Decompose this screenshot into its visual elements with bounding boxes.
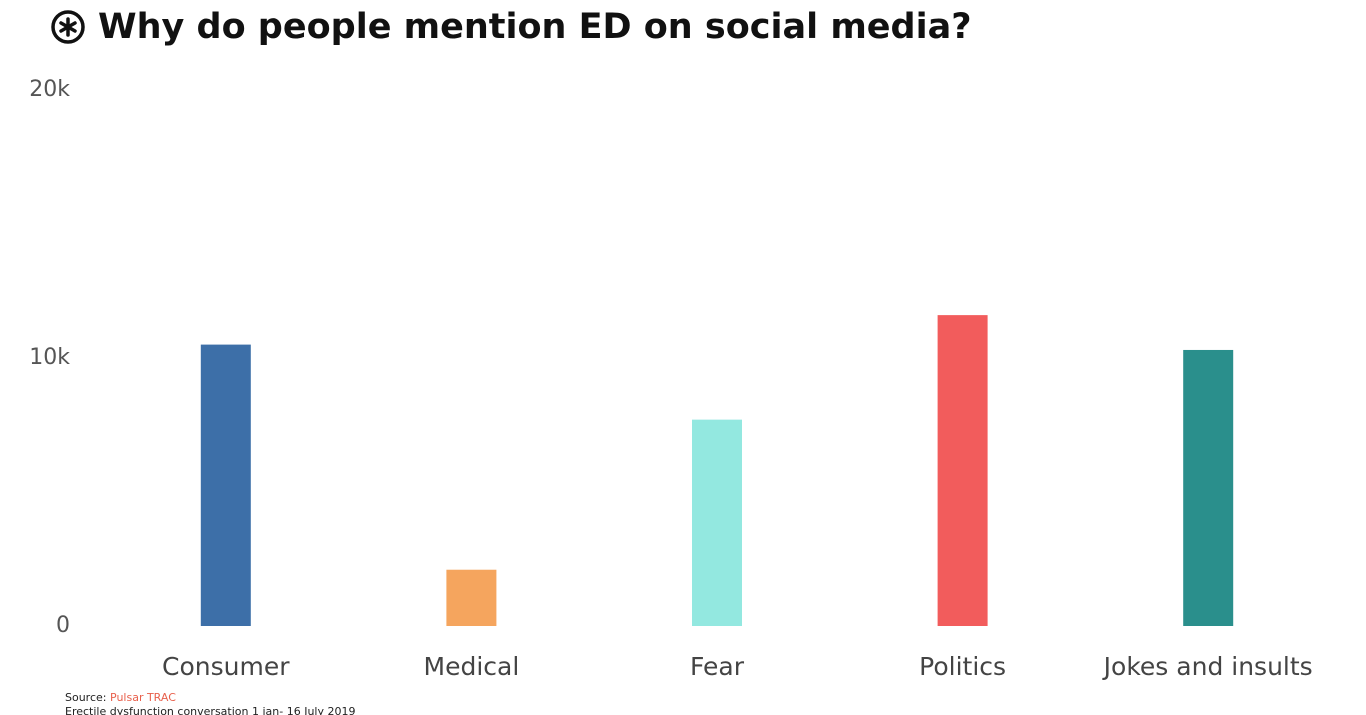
x-tick-label: Politics: [919, 652, 1006, 681]
y-tick-label: 20k: [29, 77, 70, 102]
x-tick-label: Medical: [424, 652, 520, 681]
source-link: Pulsar TRAC: [110, 691, 176, 704]
y-tick-label: 0: [56, 613, 70, 638]
bar: [692, 419, 742, 626]
source-label: Source: Pulsar TRAC: [65, 691, 176, 704]
y-tick-label: 10k: [29, 345, 70, 370]
x-tick-label: Consumer: [162, 652, 290, 681]
bar: [937, 315, 988, 626]
x-tick-label: Fear: [690, 652, 745, 681]
bar: [1183, 349, 1234, 626]
x-tick-label: Jokes and insults: [1102, 652, 1313, 681]
chart-title: Why do people mention ED on social media…: [98, 7, 972, 47]
source-note: Erectile dysfunction conversation 1 jan-…: [65, 705, 355, 715]
source-prefix: Source:: [65, 691, 107, 704]
title-icon: [51, 10, 85, 44]
bar: [200, 344, 251, 626]
bar: [446, 569, 497, 626]
